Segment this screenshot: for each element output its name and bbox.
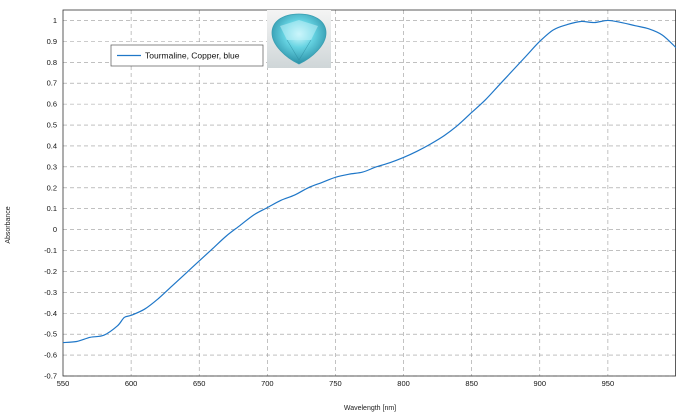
y-tick-label: -0.7 [44,372,57,381]
y-tick-label: 0.4 [47,141,57,150]
x-tick-label: 750 [329,379,342,388]
y-tick-label: 0.2 [47,183,57,192]
x-tick-label: 800 [397,379,410,388]
series-line-tourmaline [62,19,676,344]
y-tick-label: -0.6 [44,351,57,360]
legend-label: Tourmaline, Copper, blue [145,51,240,61]
y-tick-label: 0.7 [47,79,57,88]
x-axis-label: Wavelength [nm] [344,405,396,412]
x-tick-label: 950 [602,379,615,388]
y-tick-label: -0.5 [44,330,57,339]
y-axis-label: Absorbance [5,206,12,243]
y-tick-label: -0.3 [44,288,57,297]
grid [63,10,676,377]
gem-thumbnail-icon [267,10,331,68]
x-tick-label: 850 [465,379,478,388]
y-tick-label: -0.2 [44,267,57,276]
y-tick-label: 0.9 [47,37,57,46]
y-tick-label: 1 [53,16,57,25]
x-tick-label: 900 [534,379,547,388]
x-tick-label: 600 [125,379,138,388]
x-tick-label: 650 [193,379,206,388]
y-axis-ticks: -0.7 -0.6 -0.5 -0.4 -0.3 -0.2 -0.1 0 0.1 0.2 0.3 0.… [44,16,57,381]
y-tick-label: 0.8 [47,58,57,67]
x-axis-ticks: 550 600 650 700 750 800 850 900 950 [57,379,614,388]
y-tick-label: 0 [53,225,57,234]
y-tick-label: 0.5 [47,121,57,130]
y-tick-label: -0.1 [44,246,57,255]
legend-box [110,44,264,67]
y-tick-label: -0.4 [44,309,57,318]
x-tick-label: 550 [57,379,70,388]
x-tick-label: 700 [261,379,274,388]
legend: Tourmaline, Copper, blue [110,44,264,67]
y-tick-label: 0.3 [47,162,57,171]
y-tick-label: 0.6 [47,100,57,109]
y-tick-label: 0.1 [47,204,57,213]
